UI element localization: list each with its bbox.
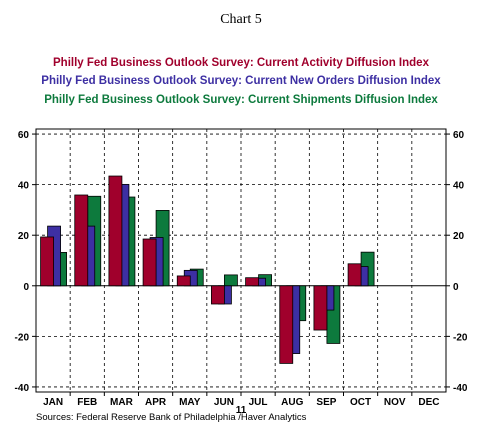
x-tick-label: AUG [281,397,303,408]
legend-entry-shipments: Philly Fed Business Outlook Survey: Curr… [44,94,438,106]
x-tick-label: MAR [110,397,134,408]
x-tick-label: DEC [418,397,439,408]
bar-activity-oct [347,263,362,287]
y-tick-label-right: 60 [453,130,465,141]
bar-activity-aug [279,285,294,364]
x-tick-label: MAY [179,397,201,408]
legend: Philly Fed Business Outlook Survey: Curr… [41,57,441,106]
x-tick-label: FEB [77,397,97,408]
y-tick-label-left: 20 [18,231,30,242]
x-tick-label: SEP [316,397,336,408]
bar-activity-jan [40,236,54,287]
y-tick-label-left: 60 [18,130,30,141]
chart-title: Chart 5 [220,12,262,27]
bar-activity-jun [211,285,225,305]
y-tick-label-right: 20 [453,231,465,242]
x-tick-label: NOV [384,397,406,408]
y-tick-label-right: 0 [453,282,459,293]
bar-activity-mar [108,175,123,287]
year-label: 11 [236,405,247,416]
legend-entry-new-orders: Philly Fed Business Outlook Survey: Curr… [41,75,441,87]
x-tick-label: OCT [350,397,371,408]
plot-area: 60 60 40 40 20 20 0 0 -20 -20 -40 -40 JAN FEB MAR APR MA… [15,128,468,408]
legend-entry-activity: Philly Fed Business Outlook Survey: Curr… [53,57,430,69]
y-tick-label-left: -20 [15,332,30,343]
y-tick-label-right: -40 [453,383,468,394]
bar-activity-sep [313,285,328,331]
bar-activity-may [176,275,191,287]
plot-frame [35,128,447,393]
y-tick-label-right: 40 [453,181,465,192]
x-tick-label: JAN [43,397,63,408]
y-tick-label-left: 0 [23,282,29,293]
bar-shipments-jun [224,274,238,287]
bar-activity-apr [142,238,157,287]
source-note: Sources: Federal Reserve Bank of Philade… [36,412,307,423]
bar-activity-jul [245,277,259,287]
bar-activity-feb [74,194,89,287]
x-tick-label: JUL [249,397,268,408]
y-tick-label-left: -40 [15,383,30,394]
y-tick-label-right: -20 [453,332,468,343]
y-tick-label-left: 40 [18,181,30,192]
x-tick-label: JUN [214,397,234,408]
x-tick-label: APR [145,397,167,408]
